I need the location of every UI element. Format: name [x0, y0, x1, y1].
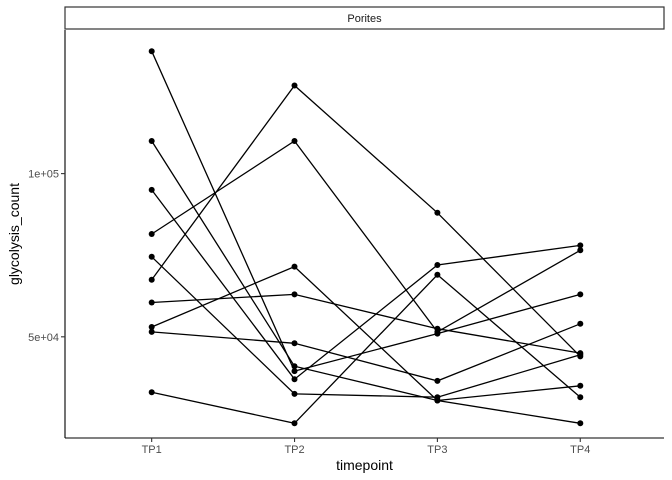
- data-point-1-TP4: [577, 291, 584, 298]
- data-point-4-TP4: [577, 247, 584, 254]
- series-line-2: [151, 140, 581, 402]
- data-point-10-TP1: [148, 389, 155, 396]
- data-point-2-TP2: [291, 363, 298, 370]
- x-axis-title: timepoint: [336, 457, 393, 473]
- facet-label: Porites: [347, 13, 382, 25]
- data-point-4-TP2: [291, 138, 298, 144]
- data-point-9-TP2: [291, 340, 298, 347]
- facet-strip: [64, 6, 665, 30]
- data-point-5-TP1: [148, 253, 155, 260]
- series-line-3: [151, 189, 581, 381]
- data-point-10-TP4: [577, 394, 584, 401]
- y-axis-title: glycolysis_count: [6, 183, 22, 285]
- y-tick-label: 1e+05: [28, 169, 59, 181]
- data-point-8-TP1: [148, 324, 155, 330]
- data-point-2-TP1: [148, 138, 155, 144]
- data-point-4-TP1: [148, 231, 155, 237]
- data-point-9-TP4: [577, 320, 584, 327]
- y-axis-ticks: 5e+04 1e+05: [28, 169, 65, 344]
- data-point-3-TP2: [291, 376, 298, 383]
- data-point-3-TP1: [148, 186, 155, 193]
- data-point-10-TP3: [434, 271, 441, 278]
- data-point-7-TP3: [434, 325, 441, 332]
- data-point-10-TP2: [291, 420, 298, 427]
- data-point-2-TP4: [577, 382, 584, 389]
- data-point-1-TP2: [291, 368, 298, 375]
- x-tick-label: TP1: [142, 444, 162, 456]
- series-line-5: [151, 256, 581, 398]
- series-line-10: [151, 273, 581, 425]
- data-point-5-TP2: [291, 390, 298, 397]
- data-point-3-TP4: [577, 242, 584, 249]
- data-point-9-TP3: [434, 377, 441, 384]
- data-point-8-TP4: [577, 420, 584, 427]
- data-point-7-TP1: [148, 299, 155, 306]
- x-tick-label: TP4: [570, 444, 590, 456]
- data-point-7-TP2: [291, 291, 298, 298]
- data-point-3-TP3: [434, 262, 441, 268]
- series-layer: [148, 48, 584, 427]
- data-point-8-TP2: [291, 263, 298, 270]
- data-point-7-TP4: [577, 350, 584, 357]
- series-line-4: [151, 140, 581, 333]
- x-axis-ticks: TP1 TP2 TP3 TP4: [142, 438, 590, 456]
- data-point-6-TP2: [291, 82, 298, 89]
- series-line-7: [151, 293, 581, 354]
- series-line-6: [151, 84, 581, 357]
- data-point-8-TP3: [434, 397, 441, 404]
- data-point-6-TP1: [148, 276, 155, 283]
- x-tick-label: TP3: [427, 444, 447, 456]
- x-tick-label: TP2: [284, 444, 304, 456]
- series-line-9: [151, 323, 581, 382]
- series-line-8: [151, 265, 581, 424]
- series-line-1: [151, 50, 581, 372]
- y-tick-label: 5e+04: [28, 332, 59, 344]
- data-point-1-TP1: [148, 48, 155, 55]
- data-point-9-TP1: [148, 328, 155, 335]
- data-point-6-TP3: [434, 209, 441, 216]
